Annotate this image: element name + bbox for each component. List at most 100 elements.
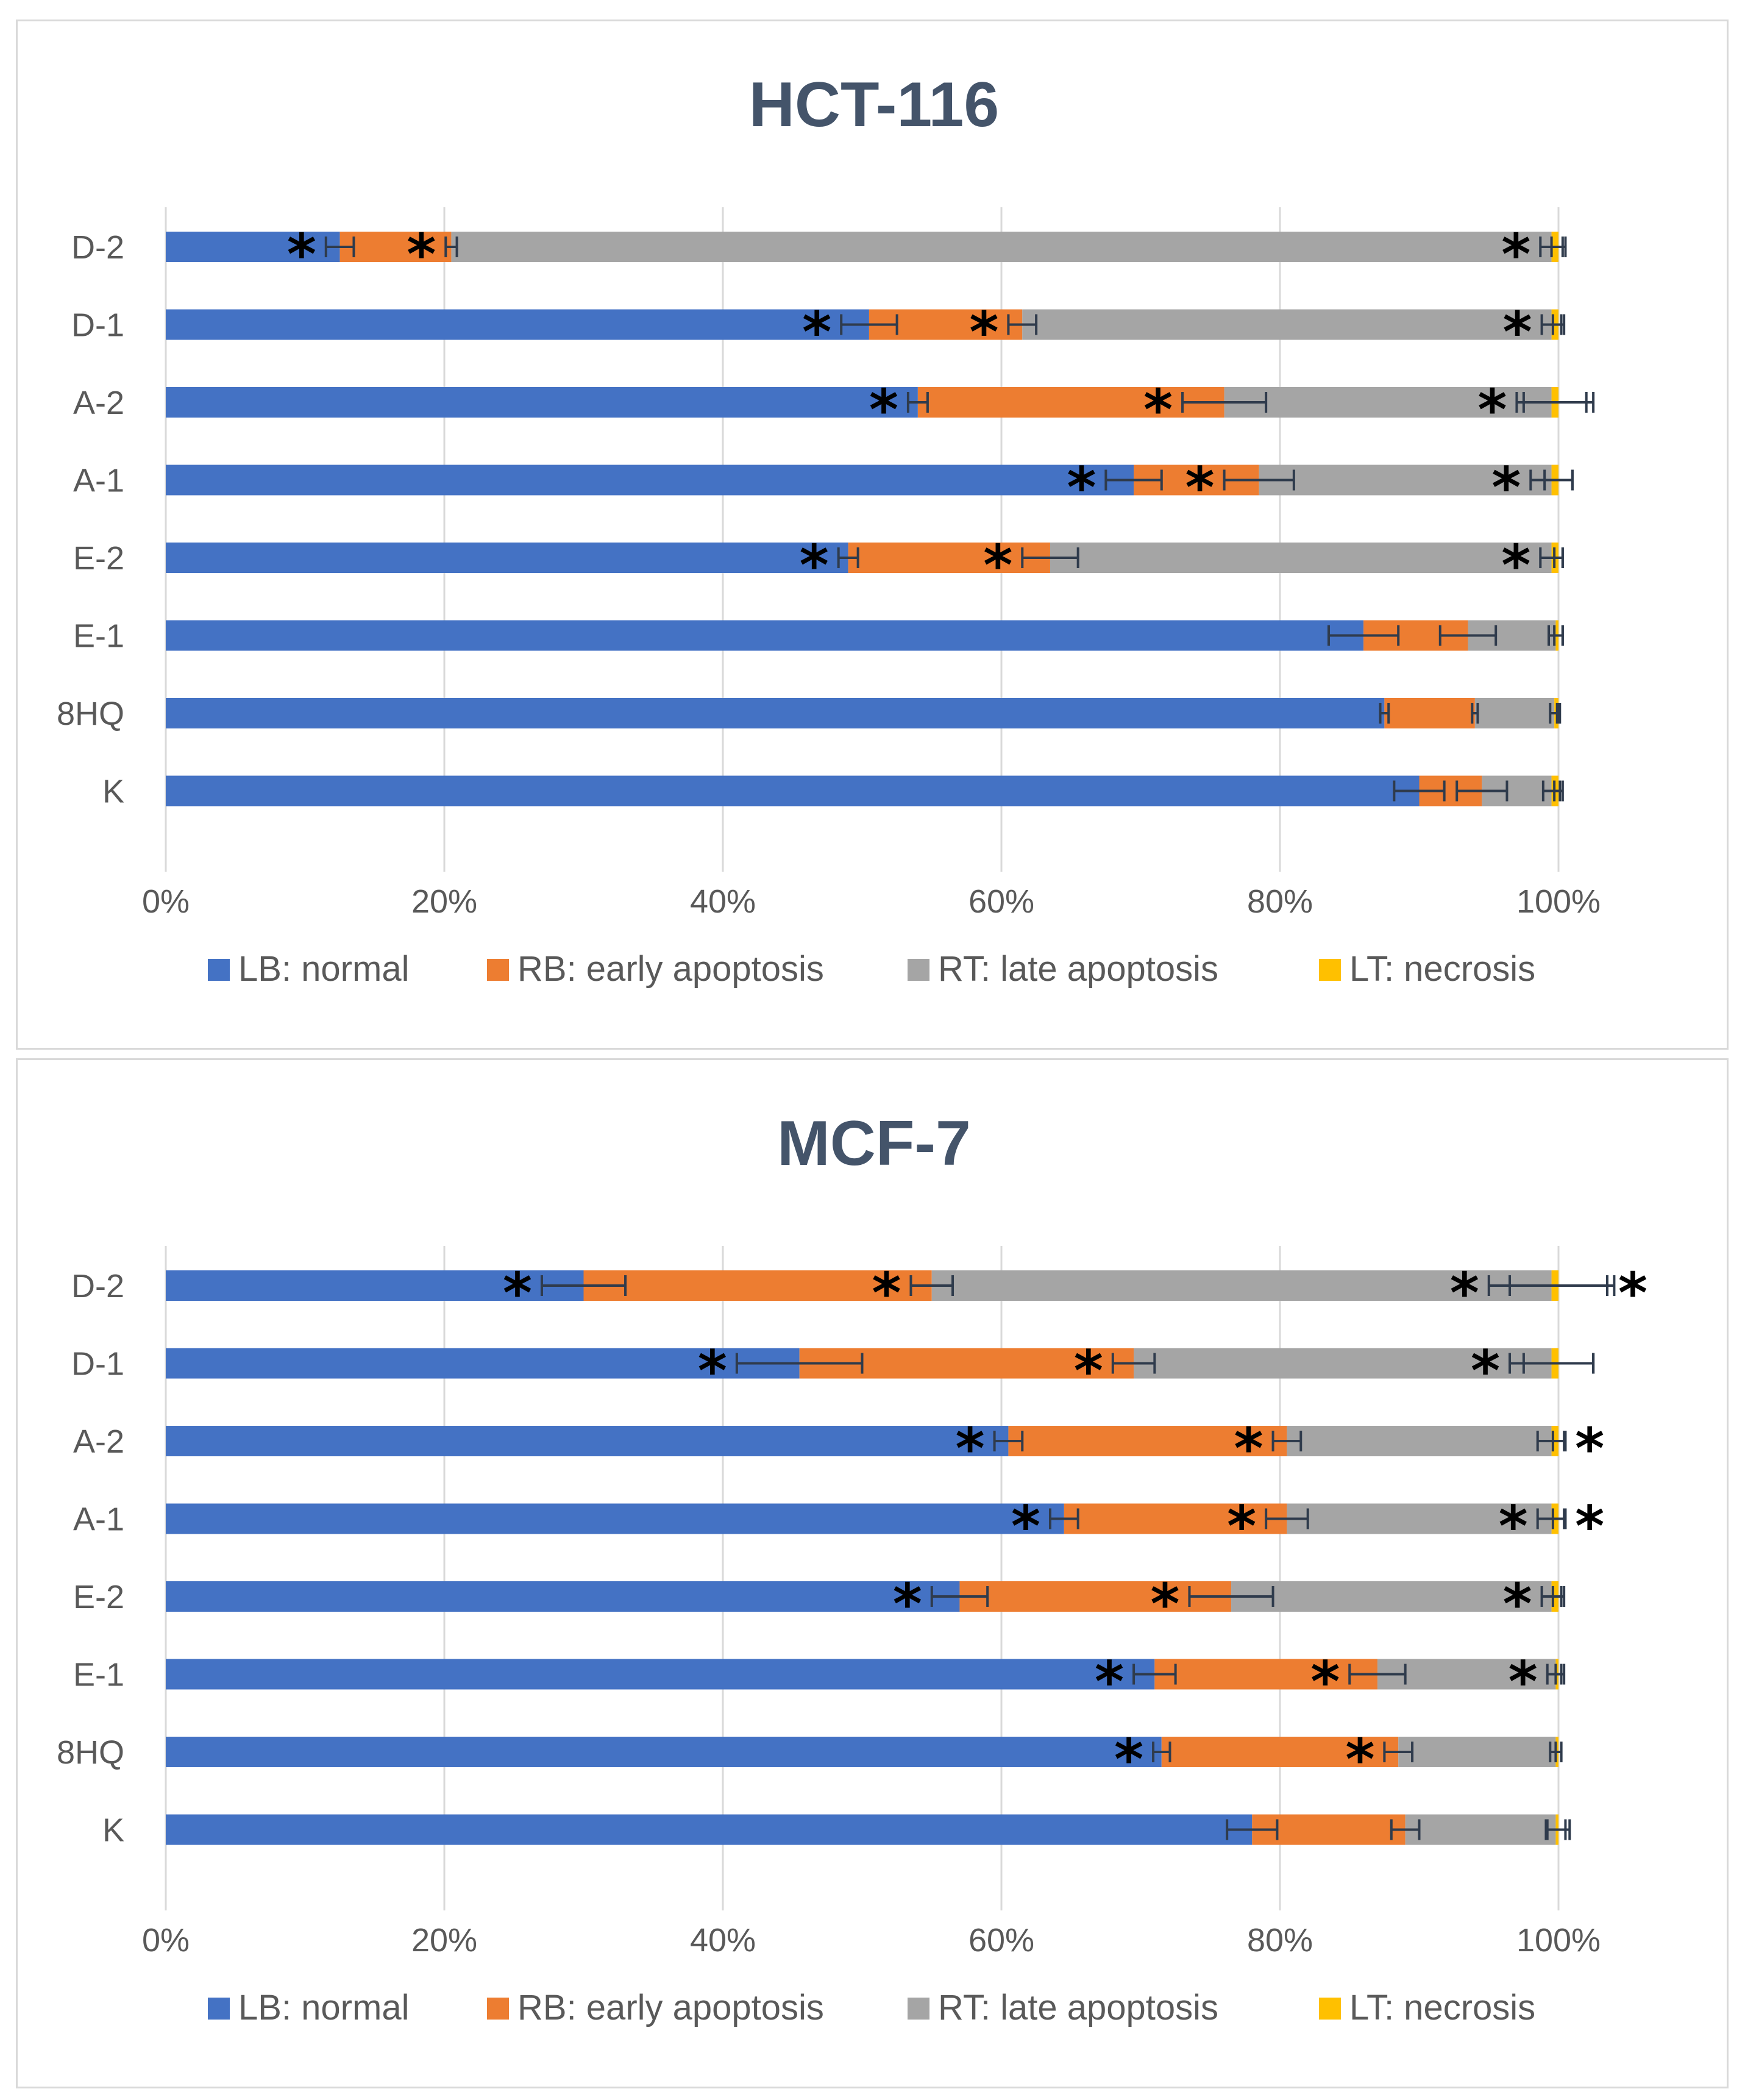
- x-tick-label: 20%: [411, 883, 477, 920]
- bar-segment: [1287, 1503, 1552, 1534]
- category-label: D-1: [71, 1346, 124, 1383]
- category-label: D-2: [71, 1268, 124, 1304]
- category-label: E-1: [73, 618, 124, 655]
- bar-segment: [166, 1814, 1253, 1845]
- significance-star: *: [1503, 1571, 1532, 1637]
- significance-star: *: [1150, 1571, 1179, 1637]
- bar-segment: [166, 387, 918, 418]
- significance-star: *: [869, 377, 898, 443]
- legend-swatch: [487, 1998, 509, 2020]
- legend-label: LB: normal: [238, 949, 409, 989]
- bar-segment: [166, 1426, 1009, 1456]
- bar-segment: [1154, 1659, 1377, 1690]
- significance-star: *: [287, 222, 316, 287]
- bar-segment: [1398, 1737, 1556, 1767]
- chart-panel-mcf7: MCF-7 0% 20% 40% 60% 80% 100% D-2 * * * * D-1 * * * A-2 *…: [16, 1058, 1729, 2088]
- bar-segment: [1384, 698, 1475, 728]
- legend-label: RT: late apoptosis: [938, 949, 1218, 989]
- chart-panel-hct116: HCT-116 0% 20% 40% 60% 80% 100% D-2 * * * D-1 * * * A-2…: [16, 20, 1729, 1050]
- significance-star: *: [503, 1261, 532, 1326]
- significance-star: *: [969, 300, 998, 365]
- significance-star: *: [1618, 1261, 1647, 1326]
- category-label: K: [102, 1812, 124, 1849]
- significance-star: *: [698, 1339, 727, 1404]
- significance-star: *: [1503, 300, 1532, 365]
- category-label: A-2: [73, 385, 124, 421]
- significance-star: *: [407, 222, 436, 287]
- x-tick-label: 80%: [1247, 883, 1313, 920]
- bar-segment: [1064, 1503, 1287, 1534]
- x-tick-label: 40%: [690, 1922, 756, 1959]
- bar-segment: [166, 232, 340, 262]
- x-tick-label: 80%: [1247, 1922, 1313, 1959]
- significance-star: *: [893, 1571, 922, 1637]
- significance-star: *: [1114, 1727, 1143, 1792]
- significance-star: *: [1501, 222, 1530, 287]
- bar-segment: [917, 387, 1224, 418]
- significance-star: *: [1074, 1339, 1103, 1404]
- category-label: A-2: [73, 1423, 124, 1460]
- legend-swatch: [487, 959, 509, 981]
- bar-segment: [1259, 464, 1552, 496]
- legend-swatch: [908, 1998, 929, 2020]
- significance-star: *: [1471, 1339, 1500, 1404]
- x-tick-label: 60%: [968, 1922, 1034, 1959]
- category-label: 8HQ: [57, 696, 124, 732]
- bar-segment: [1050, 543, 1552, 573]
- bar-segment: [166, 309, 869, 340]
- legend-swatch: [908, 959, 929, 981]
- legend-swatch: [208, 1998, 230, 2020]
- significance-star: *: [1499, 1494, 1528, 1559]
- category-label: E-2: [73, 540, 124, 577]
- bar-segment: [166, 1270, 584, 1301]
- bar-segment: [959, 1581, 1232, 1612]
- legend-swatch: [208, 959, 230, 981]
- stacked-bar-chart-mcf7: MCF-7 0% 20% 40% 60% 80% 100% D-2 * * * * D-1 * * * A-2 *…: [57, 1108, 1647, 2027]
- significance-star: *: [1450, 1261, 1479, 1326]
- x-tick-label: 60%: [968, 883, 1034, 920]
- bar-segment: [339, 232, 452, 262]
- bar-segment: [166, 1503, 1064, 1534]
- significance-star: *: [1575, 1494, 1604, 1559]
- significance-star: *: [1477, 377, 1507, 443]
- bar-segment: [166, 1659, 1155, 1690]
- x-tick-label: 20%: [411, 1922, 477, 1959]
- category-label: D-2: [71, 229, 124, 266]
- x-tick-label: 40%: [690, 883, 756, 920]
- bar-segment: [583, 1270, 932, 1301]
- significance-star: *: [872, 1261, 901, 1326]
- significance-star: *: [956, 1416, 985, 1481]
- bar-segment: [1224, 387, 1552, 418]
- legend-label: LB: normal: [238, 1988, 409, 2027]
- x-tick-label: 100%: [1516, 1922, 1601, 1959]
- bar-segment: [1134, 1348, 1552, 1379]
- significance-star: *: [802, 300, 831, 365]
- bar-segment: [1474, 698, 1555, 728]
- significance-star: *: [1067, 455, 1096, 521]
- significance-star: *: [1509, 1650, 1538, 1715]
- significance-star: *: [1011, 1494, 1040, 1559]
- bar-segment: [166, 698, 1385, 728]
- bar-segment: [1377, 1659, 1556, 1690]
- significance-star: *: [983, 533, 1012, 598]
- legend-label: RB: early apoptosis: [517, 949, 824, 989]
- category-label: E-2: [73, 1579, 124, 1615]
- legend-swatch: [1319, 959, 1341, 981]
- category-label: A-1: [73, 463, 124, 499]
- bar-segment: [1161, 1737, 1399, 1767]
- legend-label: RB: early apoptosis: [517, 1988, 824, 2027]
- legend-label: LT: necrosis: [1349, 949, 1535, 989]
- bar-segment: [1008, 1426, 1287, 1456]
- bar-segment: [166, 464, 1134, 496]
- significance-star: *: [1491, 455, 1521, 521]
- bar-segment: [848, 543, 1050, 573]
- legend-swatch: [1319, 1998, 1341, 2020]
- chart-title: HCT-116: [749, 69, 999, 140]
- significance-star: *: [1501, 533, 1530, 598]
- x-tick-label: 0%: [142, 1922, 190, 1959]
- bar-segment: [451, 232, 1552, 262]
- chart-title: MCF-7: [777, 1108, 971, 1179]
- bar-segment: [1405, 1814, 1556, 1845]
- significance-star: *: [1310, 1650, 1340, 1715]
